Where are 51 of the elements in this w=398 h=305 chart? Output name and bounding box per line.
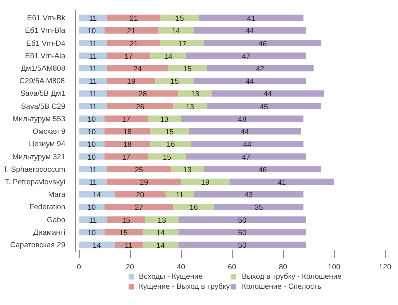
bar bbox=[186, 154, 306, 160]
bar bbox=[160, 40, 204, 46]
bar bbox=[107, 52, 151, 60]
bar bbox=[174, 204, 214, 210]
bar bbox=[194, 191, 304, 198]
bar bbox=[79, 52, 108, 60]
bar bbox=[79, 78, 108, 84]
bar bbox=[178, 229, 306, 236]
bar bbox=[79, 216, 108, 223]
bar bbox=[194, 28, 306, 34]
bar bbox=[204, 40, 322, 46]
bar bbox=[178, 90, 212, 97]
bar bbox=[79, 103, 108, 110]
bar bbox=[146, 216, 179, 223]
bar bbox=[104, 28, 158, 34]
bar bbox=[104, 141, 151, 148]
bar bbox=[107, 216, 146, 223]
bar bbox=[204, 166, 322, 173]
bar bbox=[206, 65, 314, 72]
bar bbox=[212, 90, 324, 97]
bar bbox=[166, 191, 194, 198]
bar bbox=[174, 103, 207, 110]
bar bbox=[107, 90, 179, 97]
bar bbox=[107, 78, 156, 84]
bar bbox=[158, 28, 194, 34]
bar bbox=[79, 191, 115, 198]
bar bbox=[107, 40, 161, 46]
bar bbox=[79, 40, 108, 46]
bar bbox=[148, 154, 186, 160]
bar bbox=[150, 141, 192, 148]
bar bbox=[79, 90, 108, 97]
bar bbox=[191, 141, 304, 148]
bar bbox=[150, 52, 186, 60]
bar bbox=[188, 128, 302, 135]
bar bbox=[206, 103, 322, 110]
bar bbox=[230, 178, 334, 186]
bar bbox=[186, 52, 306, 60]
bar bbox=[107, 166, 172, 173]
bar bbox=[107, 103, 174, 110]
bar bbox=[214, 204, 304, 210]
bar bbox=[194, 78, 306, 84]
bar bbox=[199, 14, 304, 22]
bar bbox=[79, 166, 108, 173]
bar bbox=[156, 78, 194, 84]
bar bbox=[171, 166, 204, 173]
bar bbox=[178, 242, 306, 248]
bar bbox=[178, 216, 306, 223]
bar bbox=[181, 116, 304, 122]
bar bbox=[104, 204, 174, 210]
bar bbox=[104, 154, 148, 160]
bar bbox=[114, 191, 166, 198]
